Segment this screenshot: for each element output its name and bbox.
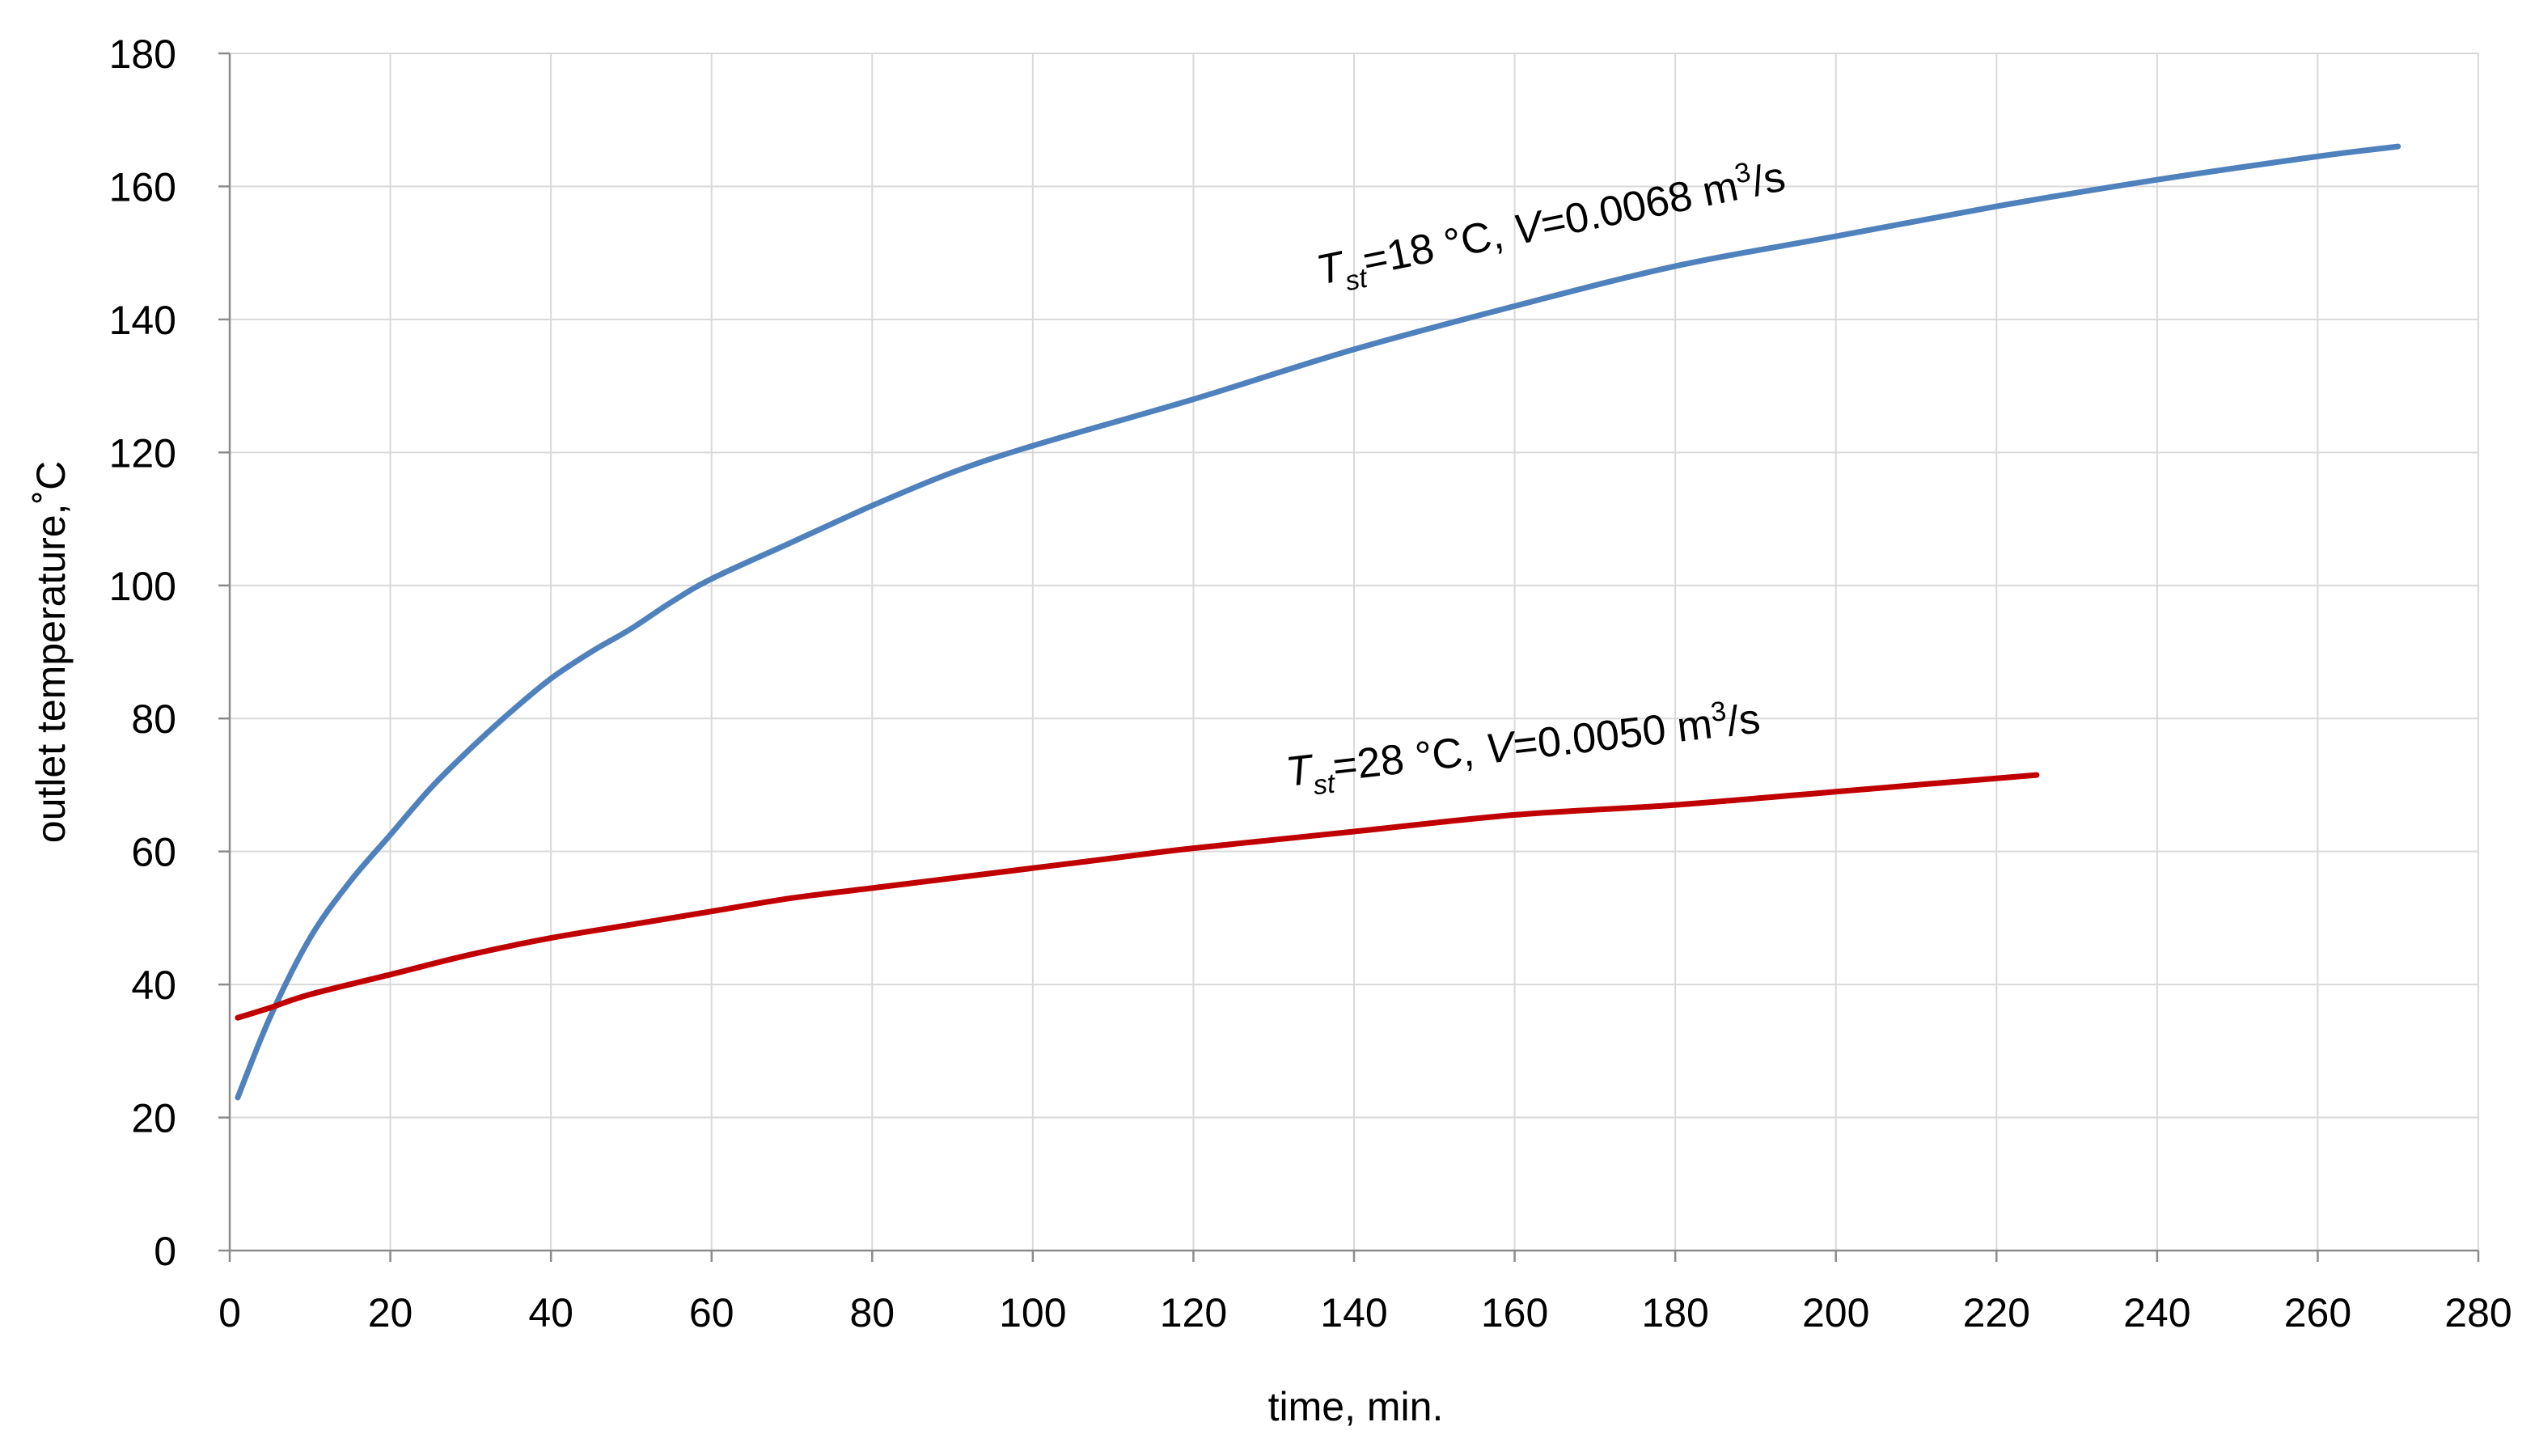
x-axis-title: time, min. bbox=[1268, 1384, 1444, 1429]
series-2-annotation-unit: /s bbox=[1724, 696, 1762, 746]
y-tick-label: 140 bbox=[109, 298, 176, 343]
series-1-annotation: Tst=18 °C, V=0.0068 m3/s bbox=[1312, 150, 1791, 303]
series-1-annotation-unit: /s bbox=[1748, 153, 1789, 205]
x-tick-label: 60 bbox=[689, 1290, 734, 1335]
x-tick-label: 140 bbox=[1320, 1290, 1387, 1335]
x-tick-label: 120 bbox=[1160, 1290, 1227, 1335]
x-tick-label: 260 bbox=[2284, 1290, 2351, 1335]
y-tick-label: 20 bbox=[131, 1096, 176, 1141]
series-2-line bbox=[235, 772, 2040, 1021]
x-tick-label: 100 bbox=[999, 1290, 1066, 1335]
grid-lines bbox=[230, 53, 2479, 1251]
axes bbox=[218, 52, 2480, 1262]
series-2-annotation-sub: st bbox=[1312, 768, 1338, 801]
x-tick-label: 200 bbox=[1802, 1290, 1869, 1335]
y-tick-label: 80 bbox=[131, 696, 176, 742]
series-2-annotation-rest: =0.0050 m bbox=[1511, 700, 1715, 770]
y-tick-label: 160 bbox=[109, 164, 176, 210]
x-tick-label: 80 bbox=[849, 1290, 895, 1335]
series-lines bbox=[235, 143, 2401, 1101]
y-tick-label: 180 bbox=[109, 32, 176, 77]
y-axis-title: outlet temperature,˚C bbox=[28, 461, 74, 843]
x-tick-label: 280 bbox=[2444, 1290, 2511, 1335]
x-tick-label: 220 bbox=[1963, 1290, 2030, 1335]
series-1-annotation-mid: =18 °C, bbox=[1359, 208, 1519, 285]
y-tick-label: 60 bbox=[131, 830, 176, 875]
y-tick-label: 40 bbox=[131, 963, 176, 1008]
y-tick-label: 0 bbox=[154, 1229, 176, 1274]
x-tick-label: 180 bbox=[1641, 1290, 1708, 1335]
series-2-annotation-sup: 3 bbox=[1709, 696, 1728, 728]
x-tick-label: 20 bbox=[368, 1290, 413, 1335]
series-1-annotation-rest: =0.0068 m bbox=[1537, 163, 1742, 248]
x-tick-label: 0 bbox=[218, 1290, 241, 1335]
y-tick-label: 100 bbox=[109, 564, 176, 609]
x-tick-label: 40 bbox=[528, 1290, 573, 1335]
tick-labels: 0 20 40 60 80 100 120 140 160 180 200 220 240 260 280 0… bbox=[109, 32, 2512, 1335]
series-2-annotation: Tst=28 °C, V=0.0050 m3/s bbox=[1283, 692, 1763, 804]
x-tick-label: 240 bbox=[2123, 1290, 2190, 1335]
series-1-line bbox=[235, 143, 2401, 1101]
x-tick-label: 160 bbox=[1481, 1290, 1548, 1335]
y-tick-label: 120 bbox=[109, 430, 176, 476]
